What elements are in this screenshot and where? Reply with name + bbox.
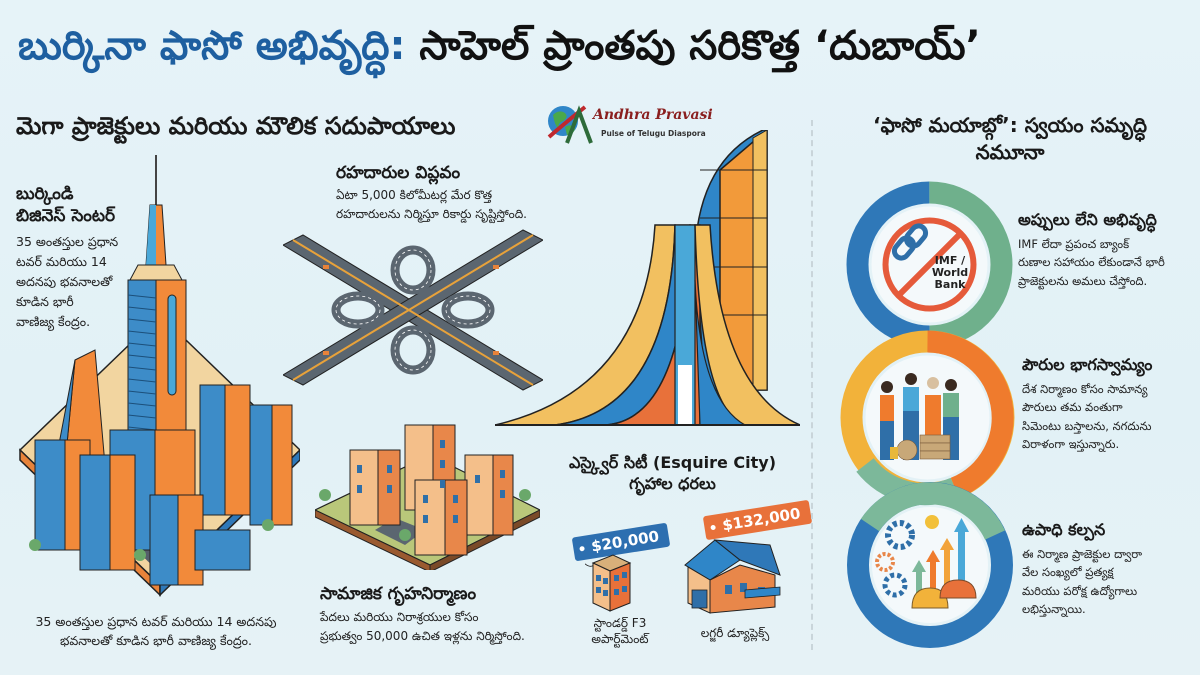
citizen-participation-title: పౌరుల భాగస్వామ్యం bbox=[1022, 355, 1153, 374]
globe-ap-logo-icon bbox=[547, 105, 593, 144]
desc-line: దేశ నిర్మాణం కోసం సామాన్య bbox=[1022, 382, 1148, 396]
caption-line: 35 అంతస్తుల ప్రధాన టవర్ మరియు 14 అదనపు bbox=[35, 614, 277, 629]
highway-interchange-icon bbox=[283, 229, 543, 391]
desc-line: సిమెంటు బస్తాలను, నగదును bbox=[1022, 418, 1152, 433]
apartment-label-line-2: అపార్ట్‌మెంట్ bbox=[591, 632, 649, 647]
employment-title: ఉపాధి కల్పన bbox=[1022, 520, 1106, 539]
desc-line: రుణాల సహాయం లేకుండానే భారీ bbox=[1018, 255, 1165, 270]
roads-desc: ఏటా 5,000 కిలోమీటర్ల మేర కొత్త రహదారులను… bbox=[336, 186, 586, 223]
social-housing-desc: పేదలు మరియు నిరాశ్రయుల కోసం ప్రభుత్వం 50… bbox=[320, 608, 570, 645]
desc-line: ఈ నిర్మాణ ప్రాజెక్టుల ద్వారా bbox=[1022, 547, 1143, 561]
title-part-2: సాహెల్ ప్రాంతపు సరికొత్త ‘దుబాయ్’ bbox=[405, 23, 981, 69]
desc-line: ప్రాజెక్టులను అమలు చేస్తోంది. bbox=[1018, 273, 1148, 288]
desc-line: కూడిన భారీ bbox=[16, 294, 74, 309]
page-title: బుర్కినా ఫాసో అభివృద్ధి: సాహెల్ ప్రాంతపు… bbox=[18, 6, 1188, 86]
desc-line: మరియు పరోక్ష ఉద్యోగాలు bbox=[1022, 583, 1138, 598]
logo-tagline: Pulse of Telugu Diaspora bbox=[601, 129, 706, 138]
esquire-city-title: ఎస్క్వైర్ సిటీ (Esquire City) గృహాల ధరలు bbox=[560, 453, 785, 495]
business-center-caption: 35 అంతస్తుల ప్రధాన టవర్ మరియు 14 అదనపు భ… bbox=[16, 612, 296, 651]
jobs-growth-gears-icon bbox=[875, 515, 977, 609]
title-part-1: బుర్కినా ఫాసో అభివృద్ధి: bbox=[18, 23, 406, 69]
social-housing-title: సామాజిక గృహనిర్మాణం bbox=[320, 584, 477, 604]
infrastructure-heading: మెగా ప్రాజెక్టులు మరియు మౌలిక సదుపాయాలు bbox=[16, 112, 456, 140]
desc-line: విరాళంగా ఇస్తున్నారు. bbox=[1022, 437, 1120, 452]
ring-citizen-participation bbox=[840, 330, 1015, 506]
esquire-title-line-2: గృహాల ధరలు bbox=[629, 473, 716, 493]
roads-title: రహదారుల విప్లవం bbox=[336, 163, 461, 183]
caption-line: భవనాలతో కూడిన భారీ వాణిజ్య కేంద్రం. bbox=[60, 633, 252, 649]
debt-free-title: అప్పులు లేని అభివృద్ధి bbox=[1018, 210, 1157, 229]
business-center-desc: 35 అంతస్తుల ప్రధాన టవర్ మరియు 14 అదనపు భ… bbox=[16, 232, 136, 332]
business-center-title-line-2: బిజినెస్ సెంటర్ bbox=[16, 206, 116, 227]
no-loan-chain-icon bbox=[882, 217, 977, 312]
desc-line: IMF లేదా ప్రపంచ బ్యాంక్ bbox=[1018, 237, 1130, 251]
desc-line: పేదలు మరియు నిరాశ్రయుల కోసం bbox=[320, 610, 479, 624]
arch-monument-icon bbox=[495, 130, 800, 426]
desc-line: అదనపు భవనాలతో bbox=[16, 274, 113, 289]
desc-line: లభిస్తున్నాయి. bbox=[1022, 602, 1086, 617]
apartment-label-line-1: స్టాండర్డ్ F3 bbox=[593, 616, 647, 630]
citizen-participation-desc: దేశ నిర్మాణం కోసం సామాన్య పౌరులు తమ వంతు… bbox=[1022, 380, 1197, 454]
desc-line: రహదారులను నిర్మిస్తూ రికార్డు సృష్టిస్తో… bbox=[336, 206, 527, 221]
duplex-house-icon bbox=[684, 539, 781, 614]
imf-world-bank-badge: IMF / World Bank bbox=[930, 254, 970, 292]
skyscraper-complex-icon bbox=[18, 155, 300, 597]
esquire-title-line-1: ఎస్క్వైర్ సిటీ (Esquire City) bbox=[568, 453, 777, 472]
desc-line: వాణిజ్య కేంద్రం. bbox=[16, 314, 91, 329]
logo-brand: Andhra Pravasi bbox=[593, 107, 713, 123]
desc-line: వేల సంఖ్యలో ప్రత్యక్ష bbox=[1022, 565, 1114, 580]
badge-line: World bbox=[931, 266, 969, 280]
desc-line: పౌరులు తమ వంతుగా bbox=[1022, 400, 1123, 415]
debt-free-desc: IMF లేదా ప్రపంచ బ్యాంక్ రుణాల సహాయం లేకు… bbox=[1018, 235, 1198, 290]
badge-line: Bank bbox=[934, 278, 966, 292]
desc-line: టవర్ మరియు 14 bbox=[16, 254, 107, 269]
badge-line: IMF / bbox=[934, 254, 966, 267]
apartment-label: స్టాండర్డ్ F3 అపార్ట్‌మెంట్ bbox=[585, 615, 655, 647]
business-center-title: బుర్కిండి బిజినెస్ సెంటర్ bbox=[16, 183, 186, 227]
desc-line: ఏటా 5,000 కిలోమీటర్ల మేర కొత్త bbox=[336, 188, 493, 202]
heading-line-1: ‘ఫాసో మయాబ్గో’: స్వయం సమృద్ధి bbox=[872, 113, 1148, 137]
desc-line: 35 అంతస్తుల ప్రధాన bbox=[16, 234, 119, 249]
self-reliance-heading: ‘ఫాసో మయాబ్గో’: స్వయం సమృద్ధి నమూనా bbox=[830, 112, 1190, 166]
section-divider bbox=[811, 120, 813, 650]
heading-line-2: నమూనా bbox=[975, 140, 1045, 164]
duplex-label: లగ్జరీ డ్యూప్లెక్స్ bbox=[700, 626, 770, 640]
employment-desc: ఈ నిర్మాణ ప్రాజెక్టుల ద్వారా వేల సంఖ్యలో… bbox=[1022, 545, 1197, 619]
housing-blocks-icon bbox=[315, 424, 540, 570]
business-center-title-line-1: బుర్కిండి bbox=[16, 184, 74, 204]
ring-employment bbox=[847, 482, 1013, 648]
citizens-donating-icon bbox=[880, 373, 959, 461]
andhra-pravasi-logo: Andhra Pravasi Pulse of Telugu Diaspora bbox=[545, 103, 713, 147]
apartment-building-icon bbox=[585, 554, 632, 612]
desc-line: ప్రభుత్వం 50,000 ఉచిత ఇళ్లను నిర్మిస్తోం… bbox=[320, 628, 525, 643]
